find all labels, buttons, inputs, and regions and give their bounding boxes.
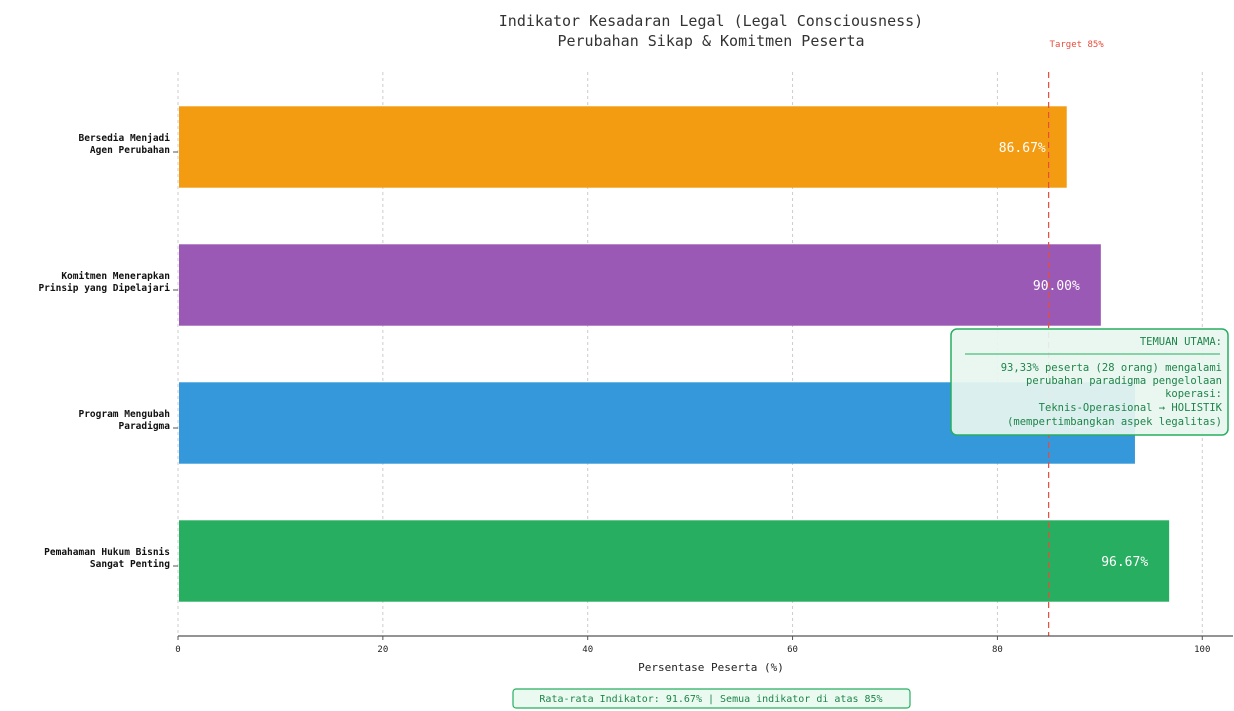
x-tick-label: 80 bbox=[992, 645, 1003, 655]
category-label: Paradigma bbox=[119, 421, 171, 432]
bar-value-label: 96.67% bbox=[1101, 555, 1148, 570]
category-label: Prinsip yang Dipelajari bbox=[38, 283, 170, 294]
category-label: Program Mengubah bbox=[78, 409, 170, 420]
callout-line: 93,33% peserta (28 orang) mengalami bbox=[1001, 362, 1222, 374]
footer-note-box bbox=[512, 688, 911, 709]
x-axis-title: Persentase Peserta (%) bbox=[638, 661, 784, 674]
category-label: Komitmen Menerapkan bbox=[61, 271, 170, 282]
bar-value-label: 86.67% bbox=[999, 141, 1046, 156]
footer-note: Rata-rata Indikator: 91.67% | Semua indi… bbox=[512, 688, 911, 709]
footer-note-text: Rata-rata Indikator: 91.67% | Semua indi… bbox=[539, 694, 882, 705]
category-label: Pemahaman Hukum Bisnis bbox=[44, 547, 170, 558]
bars-layer: 86.67%90.00%93.33%96.67% bbox=[179, 106, 1170, 602]
callout-box bbox=[950, 328, 1229, 436]
chart-title-line-1: Indikator Kesadaran Legal (Legal Conscio… bbox=[499, 12, 923, 30]
callout-title: TEMUAN UTAMA: bbox=[1140, 336, 1222, 348]
callout-line: perubahan paradigma pengelolaan bbox=[1026, 375, 1222, 387]
target-line-label: Target 85% bbox=[1050, 40, 1105, 50]
bar bbox=[179, 244, 1101, 326]
bar bbox=[179, 106, 1067, 188]
x-tick-label: 20 bbox=[377, 645, 388, 655]
category-label: Agen Perubahan bbox=[90, 145, 170, 156]
category-label: Sangat Penting bbox=[90, 559, 170, 570]
x-axis: 0 20 40 60 80 100 bbox=[175, 635, 1233, 655]
x-tick-label: 60 bbox=[787, 645, 798, 655]
x-tick-label: 40 bbox=[582, 645, 593, 655]
callout-line: (mempertimbangkan aspek legalitas) bbox=[1007, 416, 1222, 428]
key-finding-callout: TEMUAN UTAMA: 93,33% peserta (28 orang) … bbox=[950, 328, 1229, 436]
x-tick-label: 0 bbox=[175, 645, 180, 655]
category-label: Bersedia Menjadi bbox=[78, 133, 170, 144]
chart-title-line-2: Perubahan Sikap & Komitmen Peserta bbox=[557, 32, 864, 50]
bar bbox=[179, 520, 1170, 602]
x-tick-label: 100 bbox=[1194, 645, 1210, 655]
callout-line: Teknis-Operasional → HOLISTIK bbox=[1039, 402, 1223, 414]
bar-value-label: 90.00% bbox=[1033, 279, 1080, 294]
callout-line: koperasi: bbox=[1165, 388, 1222, 400]
